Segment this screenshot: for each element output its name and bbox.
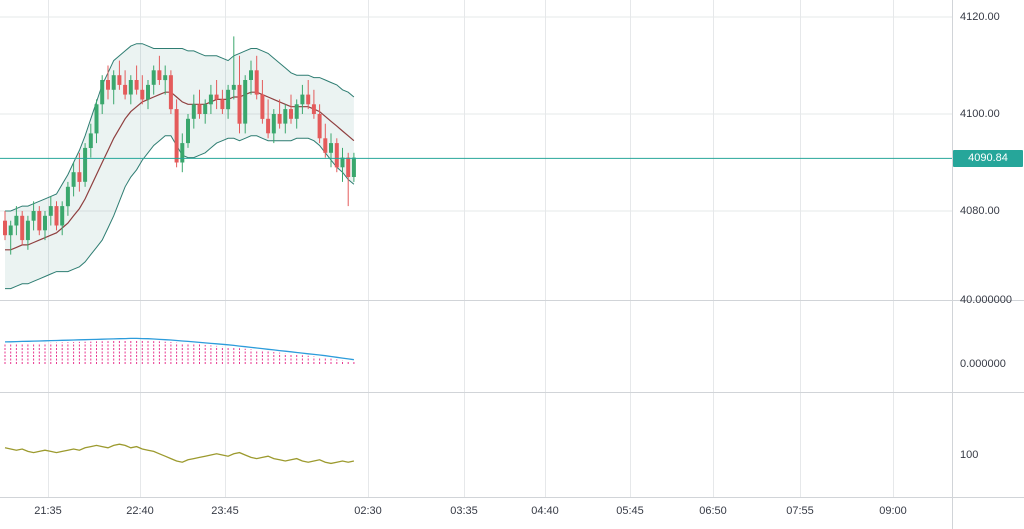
time-tick-label: 04:40 xyxy=(531,505,559,517)
price-tick-label: 4080.00 xyxy=(960,205,1000,217)
time-tick-label: 07:55 xyxy=(786,505,814,517)
candlestick-series xyxy=(3,36,356,255)
time-tick-label: 21:35 xyxy=(34,505,62,517)
time-tick-label: 22:40 xyxy=(126,505,154,517)
price-axis[interactable]: 4120.00 4100.00 4080.00 40.000000 0.000000 10… xyxy=(952,0,1024,497)
gridlines xyxy=(0,0,952,497)
oscillator-scale-label: 0.000000 xyxy=(960,358,1006,370)
time-tick-label: 09:00 xyxy=(879,505,907,517)
time-axis[interactable]: 21:35 22:40 23:45 02:30 03:35 04:40 05:45 06:50… xyxy=(0,497,952,529)
time-tick-label: 03:35 xyxy=(450,505,478,517)
oscillator-scale-label: 40.000000 xyxy=(960,294,1012,306)
price-tick-label: 4100.00 xyxy=(960,108,1000,120)
price-tick-label: 4120.00 xyxy=(960,11,1000,23)
oscillator-panel xyxy=(4,337,355,364)
time-tick-label: 23:45 xyxy=(211,505,239,517)
last-price-badge: 4090.84 xyxy=(953,149,1023,167)
lower-indicator-panel xyxy=(4,443,355,465)
time-tick-label: 05:45 xyxy=(616,505,644,517)
time-tick-label: 02:30 xyxy=(354,505,382,517)
indicator-scale-label: 100 xyxy=(960,449,979,461)
time-tick-label: 06:50 xyxy=(699,505,727,517)
bollinger-bands xyxy=(5,43,355,290)
